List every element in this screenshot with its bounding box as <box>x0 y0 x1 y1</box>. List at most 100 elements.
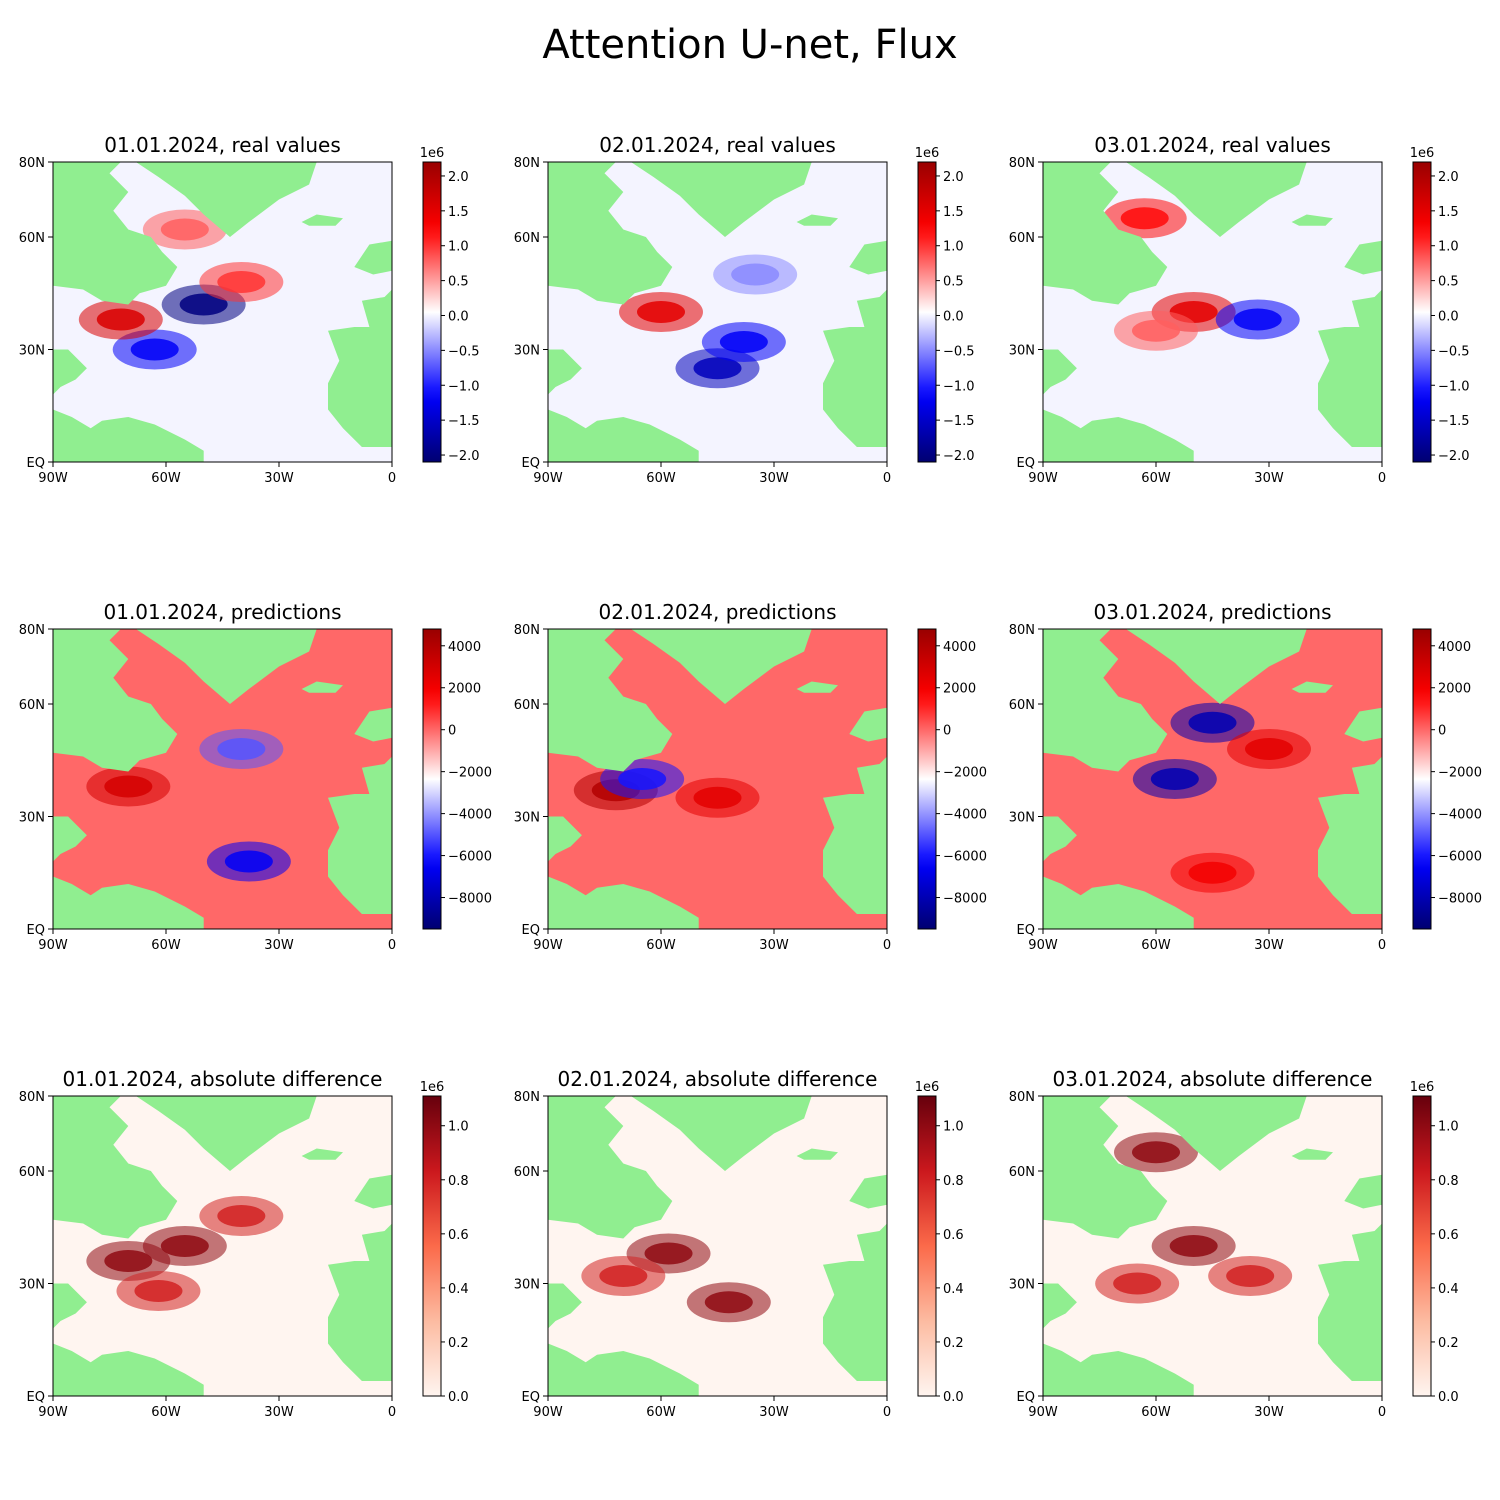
colorbar-tick-label: 1.5 <box>448 205 469 220</box>
colorbar-tick-label: 0.8 <box>1438 1174 1459 1189</box>
value-core <box>134 1280 183 1302</box>
land-mask <box>1043 162 1168 305</box>
heatmap-panel: 01.01.2024, real values 90W 60W 30W 0 EQ 30N 60… <box>19 133 480 486</box>
x-tick-label: 60W <box>151 471 181 486</box>
colorbar-tick-label: −1.0 <box>1438 379 1470 394</box>
y-tick-label: 30N <box>1009 811 1035 826</box>
land-mask <box>1291 1148 1333 1160</box>
land-mask <box>53 1343 204 1396</box>
land-mask <box>823 289 887 447</box>
heatmap-panel: 03.01.2024, predictions 90W 60W 30W 0 EQ 30N 60… <box>1009 600 1482 953</box>
colorbar-gradient <box>917 161 937 463</box>
heatmap-panel: 03.01.2024, absolute difference 90W 60W 30W… <box>1009 1067 1459 1420</box>
x-tick-label: 60W <box>646 938 676 953</box>
colorbar-gradient <box>917 1095 937 1397</box>
land-mask <box>328 289 392 447</box>
panel-title: 03.01.2024, predictions <box>1094 600 1332 624</box>
land-mask <box>354 240 392 275</box>
land-mask <box>301 1148 343 1160</box>
colorbar: 0.0 0.2 0.4 0.6 0.8 1.0 1e6 <box>915 1080 964 1405</box>
colorbar-tick-label: −0.5 <box>1438 344 1470 359</box>
heatmap-panel: 01.01.2024, absolute difference 90W 60W 30W… <box>19 1067 469 1420</box>
colorbar-tick-label: 0 <box>448 724 456 739</box>
colorbar-tick-label: 0.6 <box>943 1228 964 1243</box>
axes-frame <box>1042 628 1383 930</box>
land-mask <box>1344 240 1382 275</box>
land-mask <box>53 629 178 772</box>
x-tick-label: 30W <box>264 1405 294 1420</box>
value-core <box>1120 207 1169 230</box>
x-tick-label: 30W <box>1254 1405 1284 1420</box>
value-core <box>179 293 228 316</box>
value-core <box>104 775 153 798</box>
land-mask <box>823 1223 887 1381</box>
colorbar-tick-label: 0 <box>943 724 951 739</box>
colorbar-tick-label: −8000 <box>448 892 492 907</box>
land-mask <box>135 1096 317 1171</box>
y-tick-label: EQ <box>1017 1390 1035 1405</box>
land-mask <box>849 707 887 742</box>
colorbar-tick-label: −2000 <box>448 766 492 781</box>
y-tick-label: 60N <box>19 1165 45 1180</box>
x-tick-label: 30W <box>759 471 789 486</box>
x-tick-label: 0 <box>883 1405 891 1420</box>
colorbar-tick-label: −1.0 <box>448 379 480 394</box>
x-tick-label: 90W <box>533 1405 563 1420</box>
value-core <box>217 271 266 293</box>
x-tick-label: 30W <box>1254 938 1284 953</box>
colorbar-tick-label: 0.4 <box>1438 1282 1459 1297</box>
axes-frame <box>547 1095 888 1397</box>
colorbar-tick-label: −8000 <box>1438 892 1482 907</box>
value-core <box>217 1205 266 1227</box>
panel-title: 01.01.2024, absolute difference <box>63 1067 383 1091</box>
colorbar-tick-label: 0.2 <box>943 1336 964 1351</box>
colorbar-tick-label: 4000 <box>1438 640 1471 655</box>
panel-title: 03.01.2024, real values <box>1094 133 1331 157</box>
colorbar-tick-label: 0.8 <box>448 1174 469 1189</box>
axes-frame <box>1042 1095 1383 1397</box>
colorbar-tick-label: −2000 <box>943 766 987 781</box>
x-tick-label: 0 <box>1378 471 1386 486</box>
x-tick-label: 30W <box>264 938 294 953</box>
colorbar-tick-label: 2.0 <box>1438 170 1459 185</box>
colorbar-tick-label: 4000 <box>448 640 481 655</box>
land-mask <box>53 162 178 305</box>
y-tick-label: 80N <box>19 623 45 638</box>
y-tick-label: 80N <box>1009 156 1035 171</box>
colorbar-tick-label: −1.0 <box>943 379 975 394</box>
land-mask <box>548 1343 699 1396</box>
x-tick-label: 60W <box>151 938 181 953</box>
value-core <box>1150 768 1199 790</box>
colorbar-tick-label: −6000 <box>1438 850 1482 865</box>
colorbar-tick-label: −0.5 <box>448 344 480 359</box>
land-mask <box>548 816 582 862</box>
colorbar: −8000 −6000 −4000 −2000 0 2000 4000 <box>422 628 492 930</box>
y-tick-label: EQ <box>1017 456 1035 471</box>
colorbar-tick-label: 0.2 <box>448 1336 469 1351</box>
y-tick-label: 60N <box>19 231 45 246</box>
land-mask <box>630 629 812 704</box>
colorbar-gradient <box>1412 1095 1432 1397</box>
colorbar-tick-label: 2.0 <box>448 170 469 185</box>
colorbar-tick-label: 0.0 <box>448 309 469 324</box>
y-tick-label: 30N <box>19 811 45 826</box>
panel-title: 02.01.2024, absolute difference <box>558 1067 878 1091</box>
land-mask <box>548 162 673 305</box>
x-tick-label: 0 <box>1378 938 1386 953</box>
colorbar-tick-label: −2000 <box>1438 766 1482 781</box>
land-mask <box>53 409 204 462</box>
value-core <box>1113 1272 1162 1295</box>
land-mask <box>548 876 699 929</box>
value-core <box>693 786 742 809</box>
value-core <box>719 331 768 353</box>
y-tick-label: 30N <box>19 1278 45 1293</box>
x-tick-label: 60W <box>1141 938 1171 953</box>
colorbar-tick-label: 0.4 <box>943 1282 964 1297</box>
x-tick-label: 90W <box>533 471 563 486</box>
colorbar-gradient <box>1412 161 1432 463</box>
x-tick-label: 0 <box>883 471 891 486</box>
land-mask <box>1043 409 1194 462</box>
colorbar: −8000 −6000 −4000 −2000 0 2000 4000 <box>1412 628 1482 930</box>
value-core <box>1188 711 1237 734</box>
